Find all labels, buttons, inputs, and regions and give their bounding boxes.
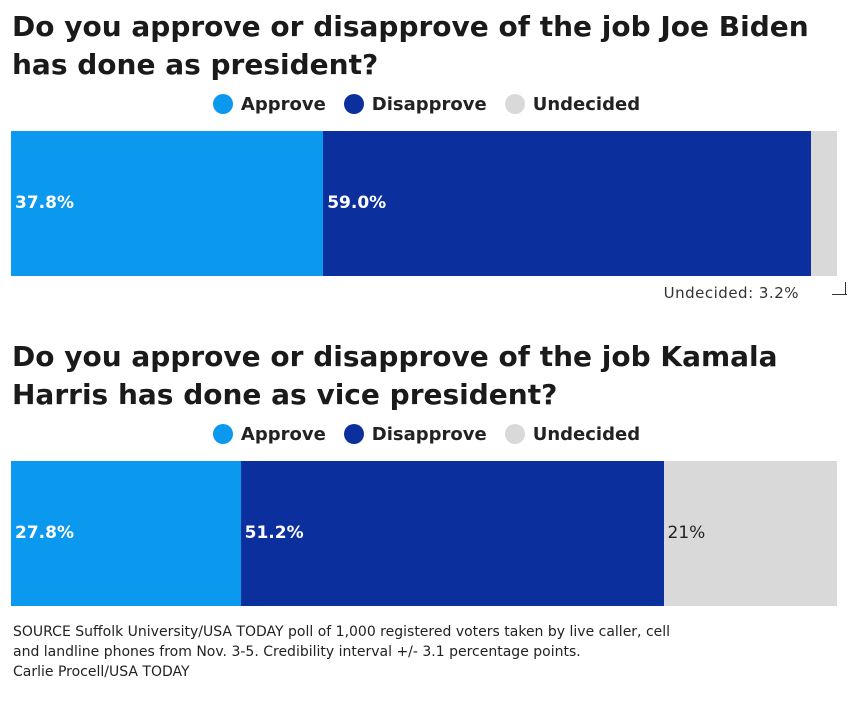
legend-label-disapprove: Disapprove xyxy=(371,423,487,445)
bar-segment-approve xyxy=(11,131,324,276)
bar-segment-undecided xyxy=(663,461,837,606)
source-line: and landline phones from Nov. 3-5. Credi… xyxy=(13,644,581,660)
source-note: SOURCE Suffolk University/USA TODAY poll… xyxy=(13,622,843,682)
legend-item-approve: Approve xyxy=(212,93,326,115)
bar-segment-disapprove xyxy=(240,461,664,606)
undecided-callout: Undecided: 3.2% xyxy=(663,284,799,302)
legend-swatch-disapprove xyxy=(343,424,364,444)
legend-item-undecided: Undecided xyxy=(504,93,641,115)
chart-title: Do you approve or disapprove of the job … xyxy=(12,340,778,411)
legend-item-disapprove: Disapprove xyxy=(343,93,487,115)
legend-swatch-approve xyxy=(212,94,233,114)
bar-label-disapprove: 59.0% xyxy=(327,192,387,213)
callout-leader-line xyxy=(832,294,847,295)
legend: Approve Disapprove Undecided xyxy=(0,420,853,448)
legend-swatch-disapprove xyxy=(343,94,364,114)
legend-item-disapprove: Disapprove xyxy=(343,423,487,445)
legend-label-disapprove: Disapprove xyxy=(371,93,487,115)
legend-item-undecided: Undecided xyxy=(504,423,641,445)
legend-label-undecided: Undecided xyxy=(532,423,641,445)
legend-swatch-approve xyxy=(212,424,233,444)
stacked-bar: 27.8% 51.2% 21% xyxy=(11,461,837,606)
bar-label-undecided: 21% xyxy=(667,522,706,543)
legend-label-approve: Approve xyxy=(240,93,326,115)
legend-item-approve: Approve xyxy=(212,423,326,445)
bar-segment-undecided xyxy=(810,131,837,276)
legend-swatch-undecided xyxy=(504,424,525,444)
source-line: SOURCE Suffolk University/USA TODAY poll… xyxy=(13,624,671,640)
bar-segment-approve xyxy=(11,461,241,606)
chart-title: Do you approve or disapprove of the job … xyxy=(12,10,809,81)
legend-label-approve: Approve xyxy=(240,423,326,445)
bar-segment-disapprove xyxy=(323,131,811,276)
legend-swatch-undecided xyxy=(504,94,525,114)
bar-label-approve: 37.8% xyxy=(15,192,74,213)
callout-leader-tick xyxy=(845,282,846,294)
credit-line: Carlie Procell/USA TODAY xyxy=(13,664,190,680)
bar-label-approve: 27.8% xyxy=(15,522,74,543)
legend: Approve Disapprove Undecided xyxy=(0,90,853,118)
stacked-bar: 37.8% 59.0% Undecided: 3.2% xyxy=(11,131,847,302)
legend-label-undecided: Undecided xyxy=(532,93,641,115)
bar-label-disapprove: 51.2% xyxy=(244,522,304,543)
